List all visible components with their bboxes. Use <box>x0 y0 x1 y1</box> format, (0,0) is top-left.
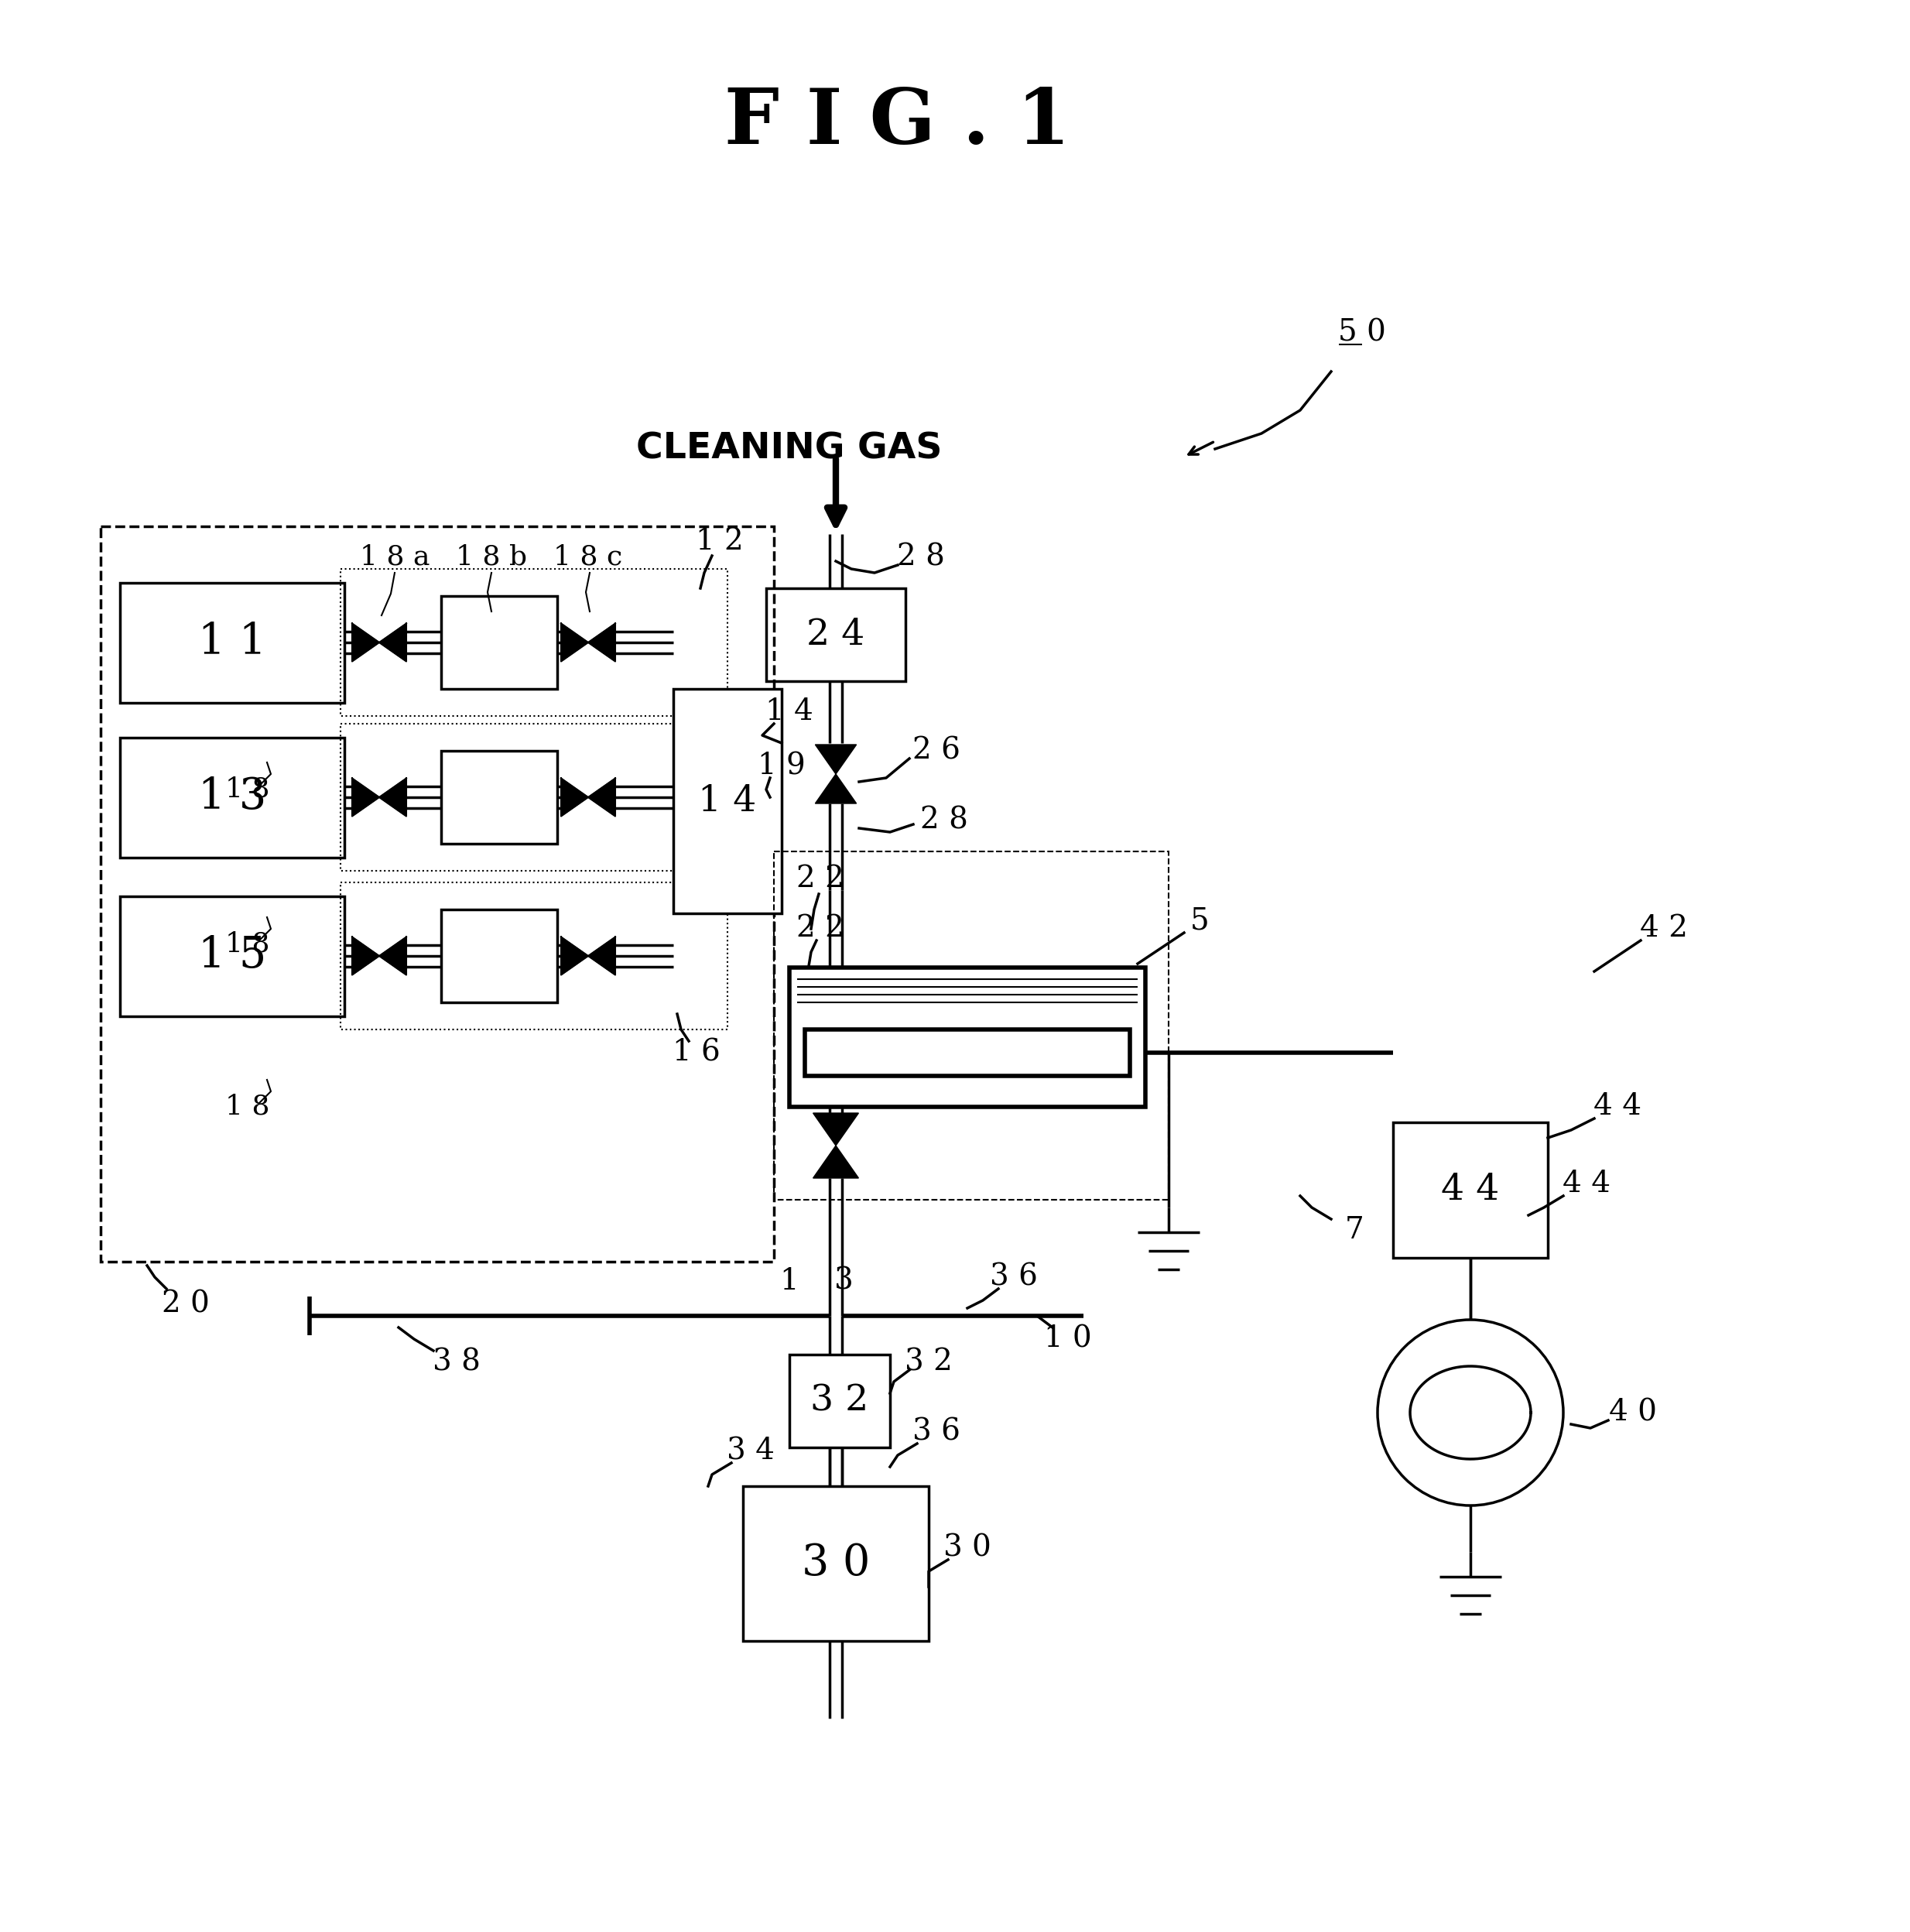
Polygon shape <box>588 624 615 661</box>
Text: 1 4: 1 4 <box>766 697 814 726</box>
Text: 2 8: 2 8 <box>921 806 968 835</box>
Text: 7: 7 <box>1345 1217 1364 1244</box>
Text: 2 0: 2 0 <box>162 1291 210 1318</box>
Text: 3 0: 3 0 <box>802 1542 869 1584</box>
Text: 3: 3 <box>835 1267 854 1294</box>
Text: 2 6: 2 6 <box>913 736 961 765</box>
Bar <box>1392 1122 1547 1258</box>
Polygon shape <box>562 937 588 976</box>
Bar <box>120 738 344 858</box>
Bar <box>120 583 344 703</box>
Text: 1 3: 1 3 <box>199 777 265 819</box>
Text: 5 0: 5 0 <box>1339 319 1387 348</box>
Bar <box>340 568 728 717</box>
Polygon shape <box>351 779 380 815</box>
Text: 1 9: 1 9 <box>758 752 806 781</box>
Text: 2 4: 2 4 <box>806 616 865 653</box>
Polygon shape <box>814 1113 859 1146</box>
Polygon shape <box>816 744 856 775</box>
Polygon shape <box>814 1146 859 1179</box>
Bar <box>120 896 344 1016</box>
Bar <box>674 690 781 914</box>
Bar <box>804 1030 1131 1076</box>
Text: 4 0: 4 0 <box>1608 1399 1658 1428</box>
Polygon shape <box>816 775 856 804</box>
Polygon shape <box>380 779 407 815</box>
Text: 1 2: 1 2 <box>695 527 743 556</box>
Text: 1 4: 1 4 <box>699 784 756 819</box>
Bar <box>774 852 1169 1200</box>
Text: 4 4: 4 4 <box>1562 1171 1610 1198</box>
Text: 3 4: 3 4 <box>726 1437 775 1466</box>
Text: F I G . 1: F I G . 1 <box>724 85 1072 160</box>
Bar <box>441 910 558 1003</box>
Text: 4 4: 4 4 <box>1593 1094 1641 1121</box>
Text: 1 8 c: 1 8 c <box>554 545 623 570</box>
Text: CLEANING GAS: CLEANING GAS <box>636 431 942 466</box>
Text: 1 8 b: 1 8 b <box>456 545 527 570</box>
Text: 4 2: 4 2 <box>1641 914 1688 943</box>
Bar <box>340 883 728 1030</box>
Polygon shape <box>380 937 407 976</box>
Text: 3 2: 3 2 <box>905 1349 953 1378</box>
Bar <box>441 752 558 844</box>
Text: 3 0: 3 0 <box>944 1534 991 1563</box>
Text: 3 6: 3 6 <box>913 1418 961 1447</box>
Polygon shape <box>351 624 380 661</box>
Polygon shape <box>562 624 588 661</box>
Text: 2 2: 2 2 <box>796 914 844 943</box>
Text: 1 6: 1 6 <box>672 1037 720 1066</box>
Bar <box>340 724 728 871</box>
Polygon shape <box>588 779 615 815</box>
Text: 1: 1 <box>779 1267 798 1294</box>
Text: 4 4: 4 4 <box>1442 1173 1499 1208</box>
Bar <box>441 595 558 690</box>
Text: 3 8: 3 8 <box>434 1349 481 1378</box>
Bar <box>743 1486 928 1640</box>
Text: 1 0: 1 0 <box>1045 1325 1093 1354</box>
Text: 3 2: 3 2 <box>810 1383 869 1418</box>
Bar <box>789 1354 890 1447</box>
Text: 2 8: 2 8 <box>898 543 945 572</box>
Text: 1 8: 1 8 <box>225 777 269 802</box>
Polygon shape <box>588 937 615 976</box>
Polygon shape <box>351 937 380 976</box>
Polygon shape <box>562 779 588 815</box>
Bar <box>101 526 774 1262</box>
Text: 5: 5 <box>1190 906 1209 935</box>
Text: 1 5: 1 5 <box>199 935 265 978</box>
Text: 2 2: 2 2 <box>796 864 844 893</box>
Text: 3 6: 3 6 <box>989 1264 1037 1291</box>
Text: 1 1: 1 1 <box>199 622 265 663</box>
Text: 1 8: 1 8 <box>225 931 269 958</box>
Polygon shape <box>380 624 407 661</box>
Bar <box>766 587 905 682</box>
Bar <box>789 968 1146 1107</box>
Text: 1 8 a: 1 8 a <box>359 545 430 570</box>
Text: 1 8: 1 8 <box>225 1094 269 1121</box>
